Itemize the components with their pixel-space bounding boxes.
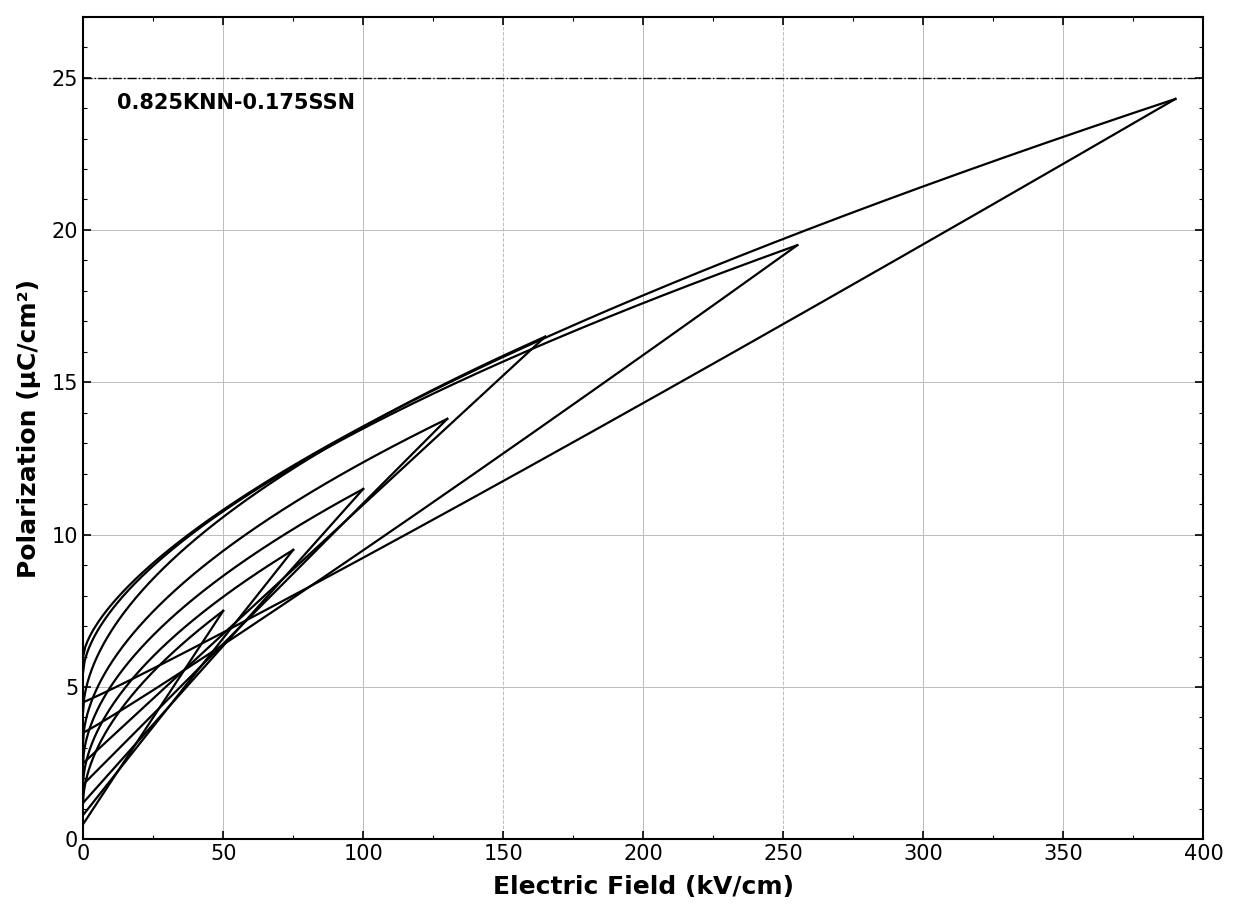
Text: 0.825KNN-0.175SSN: 0.825KNN-0.175SSN bbox=[117, 93, 355, 113]
Y-axis label: Polarization (μC/cm²): Polarization (μC/cm²) bbox=[16, 278, 41, 577]
X-axis label: Electric Field (kV/cm): Electric Field (kV/cm) bbox=[492, 876, 794, 900]
